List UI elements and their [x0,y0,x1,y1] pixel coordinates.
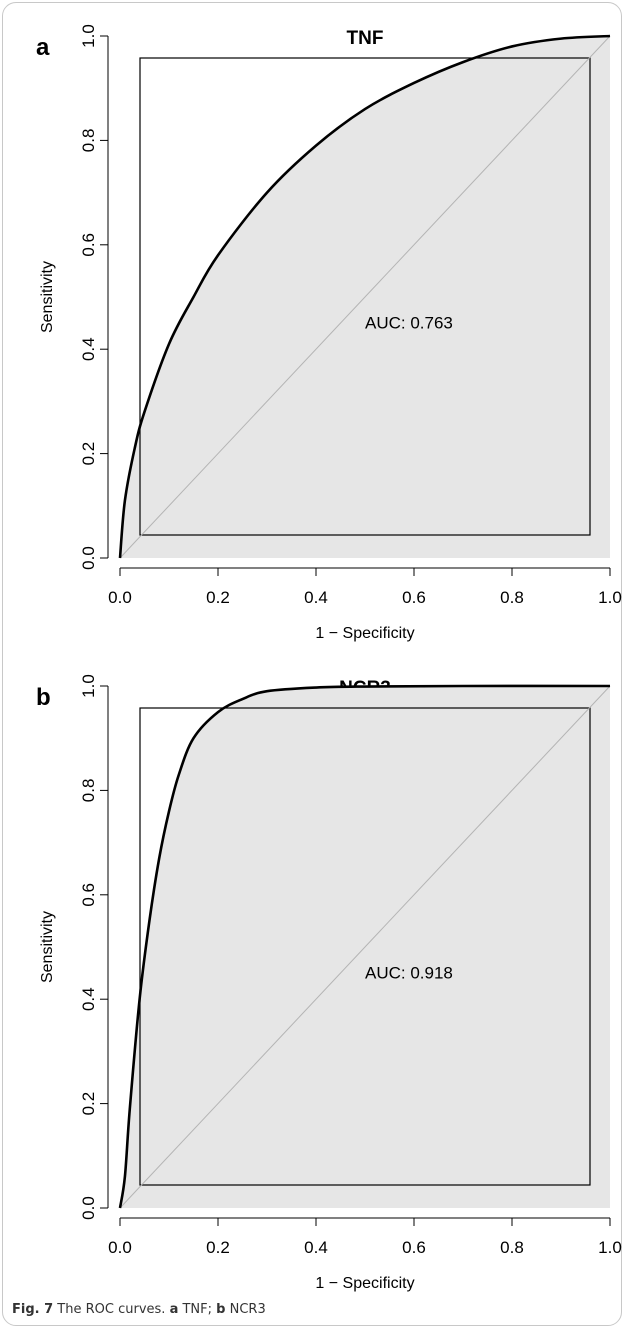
figure-caption: Fig. 7 The ROC curves. a TNF; b NCR3 [12,1302,612,1317]
y-tick-label: 0.6 [79,883,98,907]
x-tick-label: 0.2 [206,1238,230,1257]
y-tick-label: 0.6 [79,233,98,257]
caption-fig-label: Fig. 7 [12,1302,54,1317]
x-tick-label: 1.0 [598,588,622,607]
x-tick-label: 0.0 [108,588,132,607]
panel-label: a [36,34,50,61]
caption-a-label: a [169,1302,179,1317]
x-tick-label: 0.4 [304,588,328,607]
reference-diagonal [119,685,611,1209]
x-tick-label: 0.2 [206,588,230,607]
x-tick-label: 0.8 [500,588,524,607]
y-tick-label: 1.0 [79,24,98,48]
y-tick-label: 0.4 [79,987,98,1011]
auc-annotation: AUC: 0.918 [365,963,453,982]
y-tick-label: 0.8 [79,779,98,803]
x-tick-label: 0.6 [402,588,426,607]
caption-b-text: NCR3 [229,1302,266,1317]
x-axis-title: 1 − Specificity [315,1275,414,1292]
roc-chart-ncr3: bNCR30.00.20.40.60.81.00.00.20.40.60.81.… [36,674,622,1292]
x-axis-title: 1 − Specificity [315,625,414,642]
roc-curve [118,34,611,559]
roc-chart-tnf: a TNF 0.0 0.2 0.4 0.6 0.8 1.0 0.0 0.2 0.4 0.6 0.8 1.0… [36,24,622,642]
x-tick-label: 0.8 [500,1238,524,1257]
caption-b-label: b [216,1302,226,1317]
y-tick-label: 0.0 [79,546,98,570]
roc-curve [118,684,611,1209]
reference-diagonal [119,35,611,559]
x-tick-label: 1.0 [598,1238,622,1257]
panel-label: b [36,684,51,711]
y-tick-label: 1.0 [79,674,98,698]
plot-box [139,707,591,1186]
plot-box [139,57,591,536]
x-tick-label: 0.6 [402,1238,426,1257]
chart-title: TNF [347,28,384,49]
y-tick-label: 0.2 [79,442,98,466]
y-axis-title: Sensitivity [39,911,56,983]
auc-annotation: AUC: 0.763 [365,313,453,332]
y-axis-title: Sensitivity [39,261,56,333]
caption-text: The ROC curves. [57,1302,166,1317]
y-tick-label: 0.2 [79,1092,98,1116]
y-tick-label: 0.0 [79,1196,98,1220]
y-tick-label: 0.4 [79,337,98,361]
caption-a-text: TNF; [182,1302,213,1317]
y-tick-label: 0.8 [79,129,98,153]
x-tick-label: 0.0 [108,1238,132,1257]
x-tick-label: 0.4 [304,1238,328,1257]
